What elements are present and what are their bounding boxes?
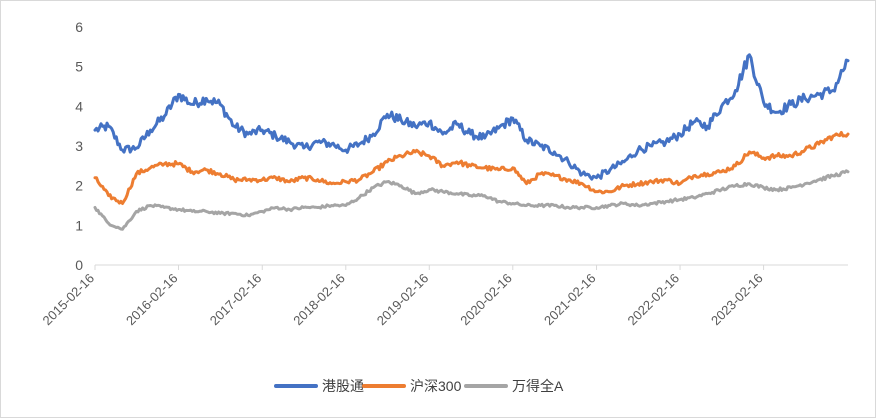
series-line-2 — [93, 131, 850, 205]
x-tick-label: 2022-02-16 — [625, 271, 683, 329]
x-tick-label: 2020-02-16 — [457, 271, 515, 329]
x-tick-label: 2016-02-16 — [123, 271, 181, 329]
y-tick-label: 2 — [75, 178, 83, 194]
y-tick-label: 1 — [75, 217, 83, 233]
legend: 港股通 沪深300 万得全A — [274, 378, 564, 394]
y-tick-label: 3 — [75, 138, 83, 154]
x-tick-label: 2021-02-16 — [541, 271, 599, 329]
y-tick-label: 4 — [75, 98, 83, 114]
series-line-1 — [93, 53, 850, 181]
y-tick-label: 0 — [75, 257, 83, 273]
axes: 0 1 2 3 4 5 6 2015-02-16 2016-02-16 2017-02-16 201… — [39, 19, 848, 328]
legend-label: 港股通 — [322, 378, 364, 394]
x-tick-label: 2023-02-16 — [708, 271, 766, 329]
legend-label: 万得全A — [512, 378, 564, 394]
x-tick-label: 2018-02-16 — [290, 271, 348, 329]
legend-label: 沪深300 — [410, 378, 462, 394]
x-tick-label: 2019-02-16 — [374, 271, 432, 329]
y-tick-label: 5 — [75, 59, 83, 75]
x-tick-label: 2015-02-16 — [39, 271, 97, 329]
series-lines — [93, 53, 850, 231]
x-tick-label: 2017-02-16 — [207, 271, 265, 329]
series-line-3 — [93, 169, 850, 231]
y-tick-label: 6 — [75, 19, 83, 35]
